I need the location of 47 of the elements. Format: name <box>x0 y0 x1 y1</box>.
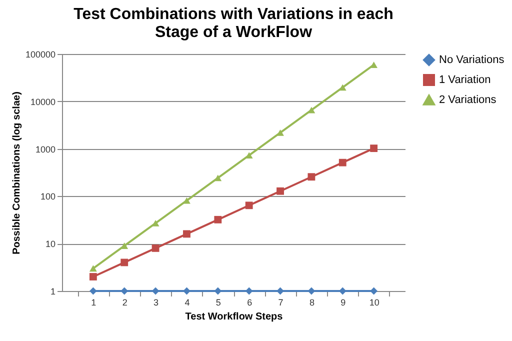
x-axis-title: Test Workflow Steps <box>185 312 284 322</box>
y-axis-title: Possible Combinations (log sclae) <box>11 92 22 254</box>
point <box>245 287 253 295</box>
point <box>245 202 253 210</box>
point <box>183 197 190 204</box>
point <box>338 158 346 166</box>
x-tick-label: 2 <box>122 298 128 308</box>
y-tick-label: 100 <box>40 192 56 202</box>
y-tick-label: 1000 <box>35 144 56 154</box>
chart-title: Test Combinations with Variations in each Stage of a WorkFlow <box>74 6 394 41</box>
y-tick-label: 1 <box>50 286 56 296</box>
point <box>308 287 316 295</box>
point <box>338 84 346 91</box>
legend-label: 2 Variations <box>439 94 497 106</box>
point <box>370 144 378 152</box>
point <box>89 287 97 295</box>
legend-label: No Variations <box>439 54 505 66</box>
y-tick-label: 10000 <box>30 96 56 107</box>
y-tick-label: 10 <box>45 239 56 250</box>
x-tick-label: 4 <box>184 298 190 308</box>
x-tick-label: 10 <box>369 298 380 308</box>
x-tick-label: 8 <box>309 298 314 308</box>
point <box>308 173 316 181</box>
point <box>370 62 378 68</box>
point <box>89 265 97 272</box>
x-tick-label: 6 <box>247 298 252 308</box>
x-tick-label: 5 <box>216 298 221 308</box>
point <box>370 287 378 295</box>
point <box>152 244 160 252</box>
y-tick-label: 100000 <box>25 50 56 60</box>
point <box>152 220 160 226</box>
point <box>214 174 222 182</box>
legend-label: 1 Variation <box>439 74 491 86</box>
point <box>214 216 222 224</box>
point <box>308 106 316 114</box>
point <box>183 230 190 238</box>
x-tick-label: 9 <box>340 298 346 308</box>
x-tick-label: 3 <box>154 298 159 308</box>
point <box>276 187 284 195</box>
point <box>276 129 284 136</box>
point <box>89 273 97 280</box>
point <box>152 287 160 295</box>
x-tick-label: 1 <box>91 298 96 308</box>
point <box>214 287 222 295</box>
point <box>120 258 128 266</box>
x-tick-label: 7 <box>278 298 284 308</box>
point <box>120 242 128 249</box>
